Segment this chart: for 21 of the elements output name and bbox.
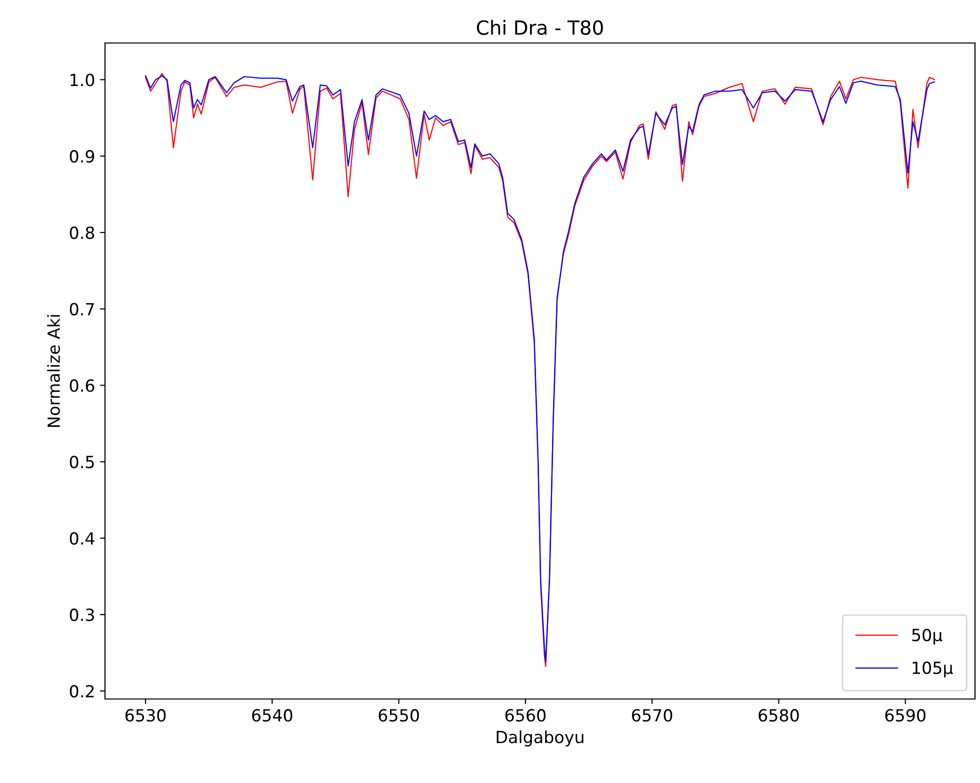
x-tick-label: 6550: [378, 709, 419, 722]
y-tick-label: 0.9: [70, 150, 94, 163]
x-tick-label: 6570: [632, 709, 672, 722]
y-tick-label: 1.0: [70, 74, 94, 86]
y-tick-label: 0.4: [70, 532, 94, 545]
legend-label: 105μ: [912, 661, 953, 678]
x-tick-label: 6560: [505, 709, 546, 722]
y-tick-label: 0.2: [70, 684, 94, 698]
x-tick-label: 6530: [125, 709, 166, 722]
y-tick-label: 0.5: [70, 456, 94, 468]
x-tick-label: 6590: [885, 709, 926, 722]
y-tick-label: 0.3: [70, 608, 94, 622]
chart-title: Chi Dra - T80: [476, 20, 603, 35]
x-axis-title: Dalgaboyu: [496, 730, 584, 747]
x-tick-label: 6580: [758, 709, 799, 722]
x-tick-label: 6540: [252, 709, 292, 722]
y-axis-title: Normalize Aki: [47, 315, 60, 427]
legend-label: 50μ: [912, 628, 942, 645]
y-tick-label: 0.6: [70, 379, 94, 392]
y-tick-label: 0.8: [70, 226, 94, 240]
y-tick-label: 0.7: [70, 302, 94, 316]
